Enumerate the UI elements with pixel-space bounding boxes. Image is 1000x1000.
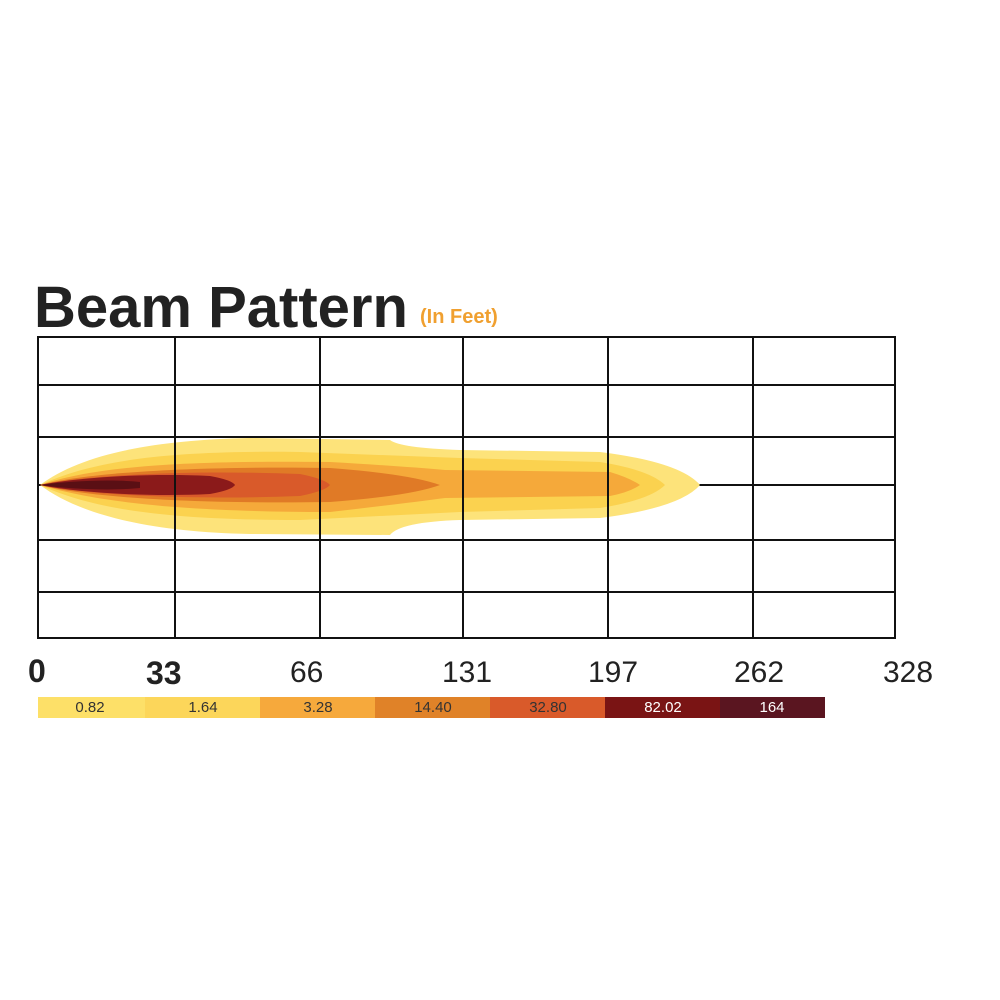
legend-label: 0.82 [75,699,104,716]
distance-label: 66 [290,656,323,689]
legend: 0.82 1.64 3.28 14.40 32.80 82.02 164 [38,697,825,718]
distance-label: 131 [442,656,492,689]
distance-label: 0 [28,653,46,689]
distance-label: 328 [883,656,933,689]
legend-label: 32.80 [529,699,567,716]
distance-label: 197 [588,656,638,689]
distance-labels: 0 33 66 131 197 262 328 [28,653,933,691]
title: Beam Pattern [34,275,408,340]
legend-label: 1.64 [188,699,217,716]
beam [40,438,700,535]
subtitle: (In Feet) [420,306,498,328]
legend-label: 82.02 [644,699,682,716]
distance-label: 262 [734,656,784,689]
distance-label: 33 [146,655,182,691]
legend-label: 164 [759,699,784,716]
legend-label: 3.28 [303,699,332,716]
grid-vertical [37,336,896,639]
legend-label: 14.40 [414,699,452,716]
